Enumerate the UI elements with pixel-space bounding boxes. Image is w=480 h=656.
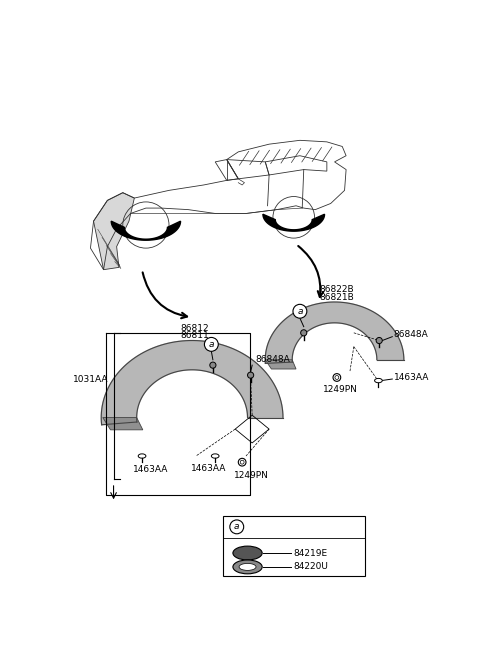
Polygon shape xyxy=(265,302,404,363)
Circle shape xyxy=(210,362,216,368)
Polygon shape xyxy=(94,193,134,270)
Text: a: a xyxy=(297,307,303,316)
Circle shape xyxy=(230,520,244,534)
Text: a: a xyxy=(234,522,240,531)
Bar xyxy=(223,516,365,576)
Text: 86848A: 86848A xyxy=(255,355,290,363)
Ellipse shape xyxy=(138,454,146,458)
Polygon shape xyxy=(263,215,324,231)
Circle shape xyxy=(248,372,254,379)
Circle shape xyxy=(300,330,307,336)
Ellipse shape xyxy=(239,564,256,570)
Ellipse shape xyxy=(233,546,262,560)
Text: 1463AA: 1463AA xyxy=(133,465,168,474)
Polygon shape xyxy=(111,221,180,240)
Text: a: a xyxy=(209,340,214,349)
Text: 86848A: 86848A xyxy=(394,330,429,339)
Ellipse shape xyxy=(211,454,219,458)
Text: 86821B: 86821B xyxy=(319,293,354,302)
Polygon shape xyxy=(265,359,296,369)
Circle shape xyxy=(376,337,382,344)
Text: 86822B: 86822B xyxy=(319,285,354,295)
Text: 1463AA: 1463AA xyxy=(191,464,226,473)
Text: 86811: 86811 xyxy=(180,331,209,340)
Circle shape xyxy=(204,337,218,352)
Polygon shape xyxy=(101,340,283,425)
Text: 1031AA: 1031AA xyxy=(73,375,109,384)
Text: 84219E: 84219E xyxy=(294,548,328,558)
Text: 1249PN: 1249PN xyxy=(234,472,269,480)
Text: 86812: 86812 xyxy=(180,323,209,333)
Ellipse shape xyxy=(374,379,382,382)
Text: 84220U: 84220U xyxy=(294,562,329,571)
Text: 1463AA: 1463AA xyxy=(394,373,429,382)
Circle shape xyxy=(293,304,307,318)
Polygon shape xyxy=(103,417,143,430)
Text: 1249PN: 1249PN xyxy=(323,385,358,394)
Ellipse shape xyxy=(233,560,262,574)
